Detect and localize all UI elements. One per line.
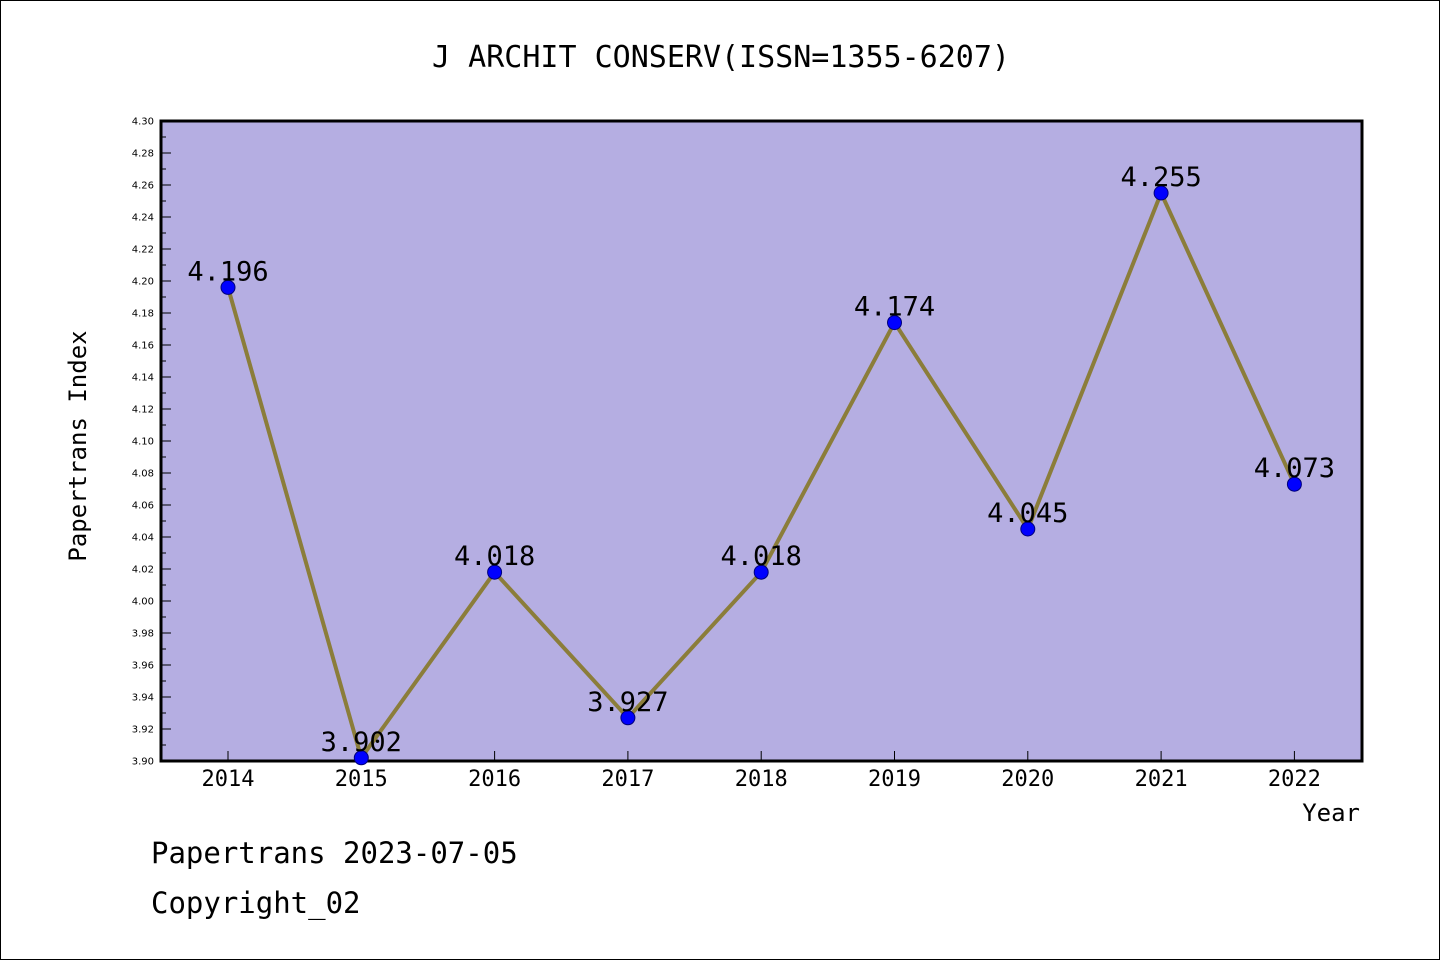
x-tick-label: 2019 <box>868 767 921 792</box>
data-point <box>1153 185 1169 201</box>
y-tick-label: 4.28 <box>132 149 154 160</box>
data-label: 3.902 <box>321 727 402 758</box>
y-tick-label: 4.06 <box>132 501 154 512</box>
y-tick-label: 4.08 <box>132 469 154 480</box>
y-tick-label: 4.14 <box>132 373 154 384</box>
data-label: 4.018 <box>721 541 802 572</box>
x-tick-label: 2016 <box>468 767 521 792</box>
x-tick-label: 2017 <box>601 767 654 792</box>
x-axis-label: Year <box>1302 799 1360 827</box>
x-tick-label: 2018 <box>735 767 788 792</box>
y-tick-label: 4.02 <box>132 565 154 576</box>
data-label: 4.196 <box>187 256 268 287</box>
y-tick-label: 4.24 <box>132 213 154 224</box>
y-tick-label: 4.16 <box>132 341 154 352</box>
footer-date-text: Papertrans 2023-07-05 <box>151 836 518 870</box>
y-tick-label: 4.04 <box>132 533 154 544</box>
data-label: 4.174 <box>854 292 935 323</box>
data-label: 4.018 <box>454 541 535 572</box>
x-tick-label: 2021 <box>1135 767 1188 792</box>
data-point <box>1020 521 1036 537</box>
y-tick-label: 4.26 <box>132 181 154 192</box>
data-point <box>487 564 503 580</box>
data-label: 4.073 <box>1254 453 1335 484</box>
footer-copyright-text: Copyright_02 <box>151 886 361 920</box>
x-axis: 2014 2015 2016 2017 2018 2019 2020 2021 2022 <box>202 751 1321 792</box>
data-point <box>753 564 769 580</box>
y-tick-label: 4.30 <box>132 117 154 128</box>
y-tick-label: 3.98 <box>132 629 154 640</box>
data-label: 3.927 <box>587 687 668 718</box>
y-tick-label: 3.96 <box>132 661 154 672</box>
x-tick-label: 2020 <box>1001 767 1054 792</box>
series-markers <box>220 185 1302 766</box>
chart-title: J ARCHIT CONSERV(ISSN=1355-6207) <box>432 40 1010 75</box>
data-label: 4.255 <box>1120 162 1201 193</box>
y-tick-label: 4.10 <box>132 437 154 448</box>
x-tick-label: 2015 <box>335 767 388 792</box>
plot-area <box>159 119 1364 763</box>
y-tick-label: 3.90 <box>132 757 154 768</box>
y-tick-label: 3.92 <box>132 725 154 736</box>
data-label: 4.045 <box>987 498 1068 529</box>
y-axis-label: Papertrans Index <box>64 330 92 561</box>
y-tick-label: 4.00 <box>132 597 154 608</box>
data-point <box>620 710 636 726</box>
y-tick-label: 3.94 <box>132 693 154 704</box>
x-tick-label: 2022 <box>1268 767 1321 792</box>
y-tick-label: 4.18 <box>132 309 154 320</box>
y-axis: 3.90 3.92 3.94 3.96 3.98 4.00 4.02 4.04 4.06 4.08… <box>132 117 171 768</box>
data-point <box>220 279 236 295</box>
y-tick-label: 4.20 <box>132 277 154 288</box>
data-point <box>887 315 902 331</box>
y-tick-label: 4.12 <box>132 405 154 416</box>
data-point <box>1286 476 1302 492</box>
data-labels: 4.196 3.902 4.018 3.927 4.018 4.174 4.045 4.255… <box>187 162 1335 758</box>
y-tick-label: 4.22 <box>132 245 154 256</box>
data-point <box>353 750 369 766</box>
x-tick-label: 2014 <box>202 767 255 792</box>
